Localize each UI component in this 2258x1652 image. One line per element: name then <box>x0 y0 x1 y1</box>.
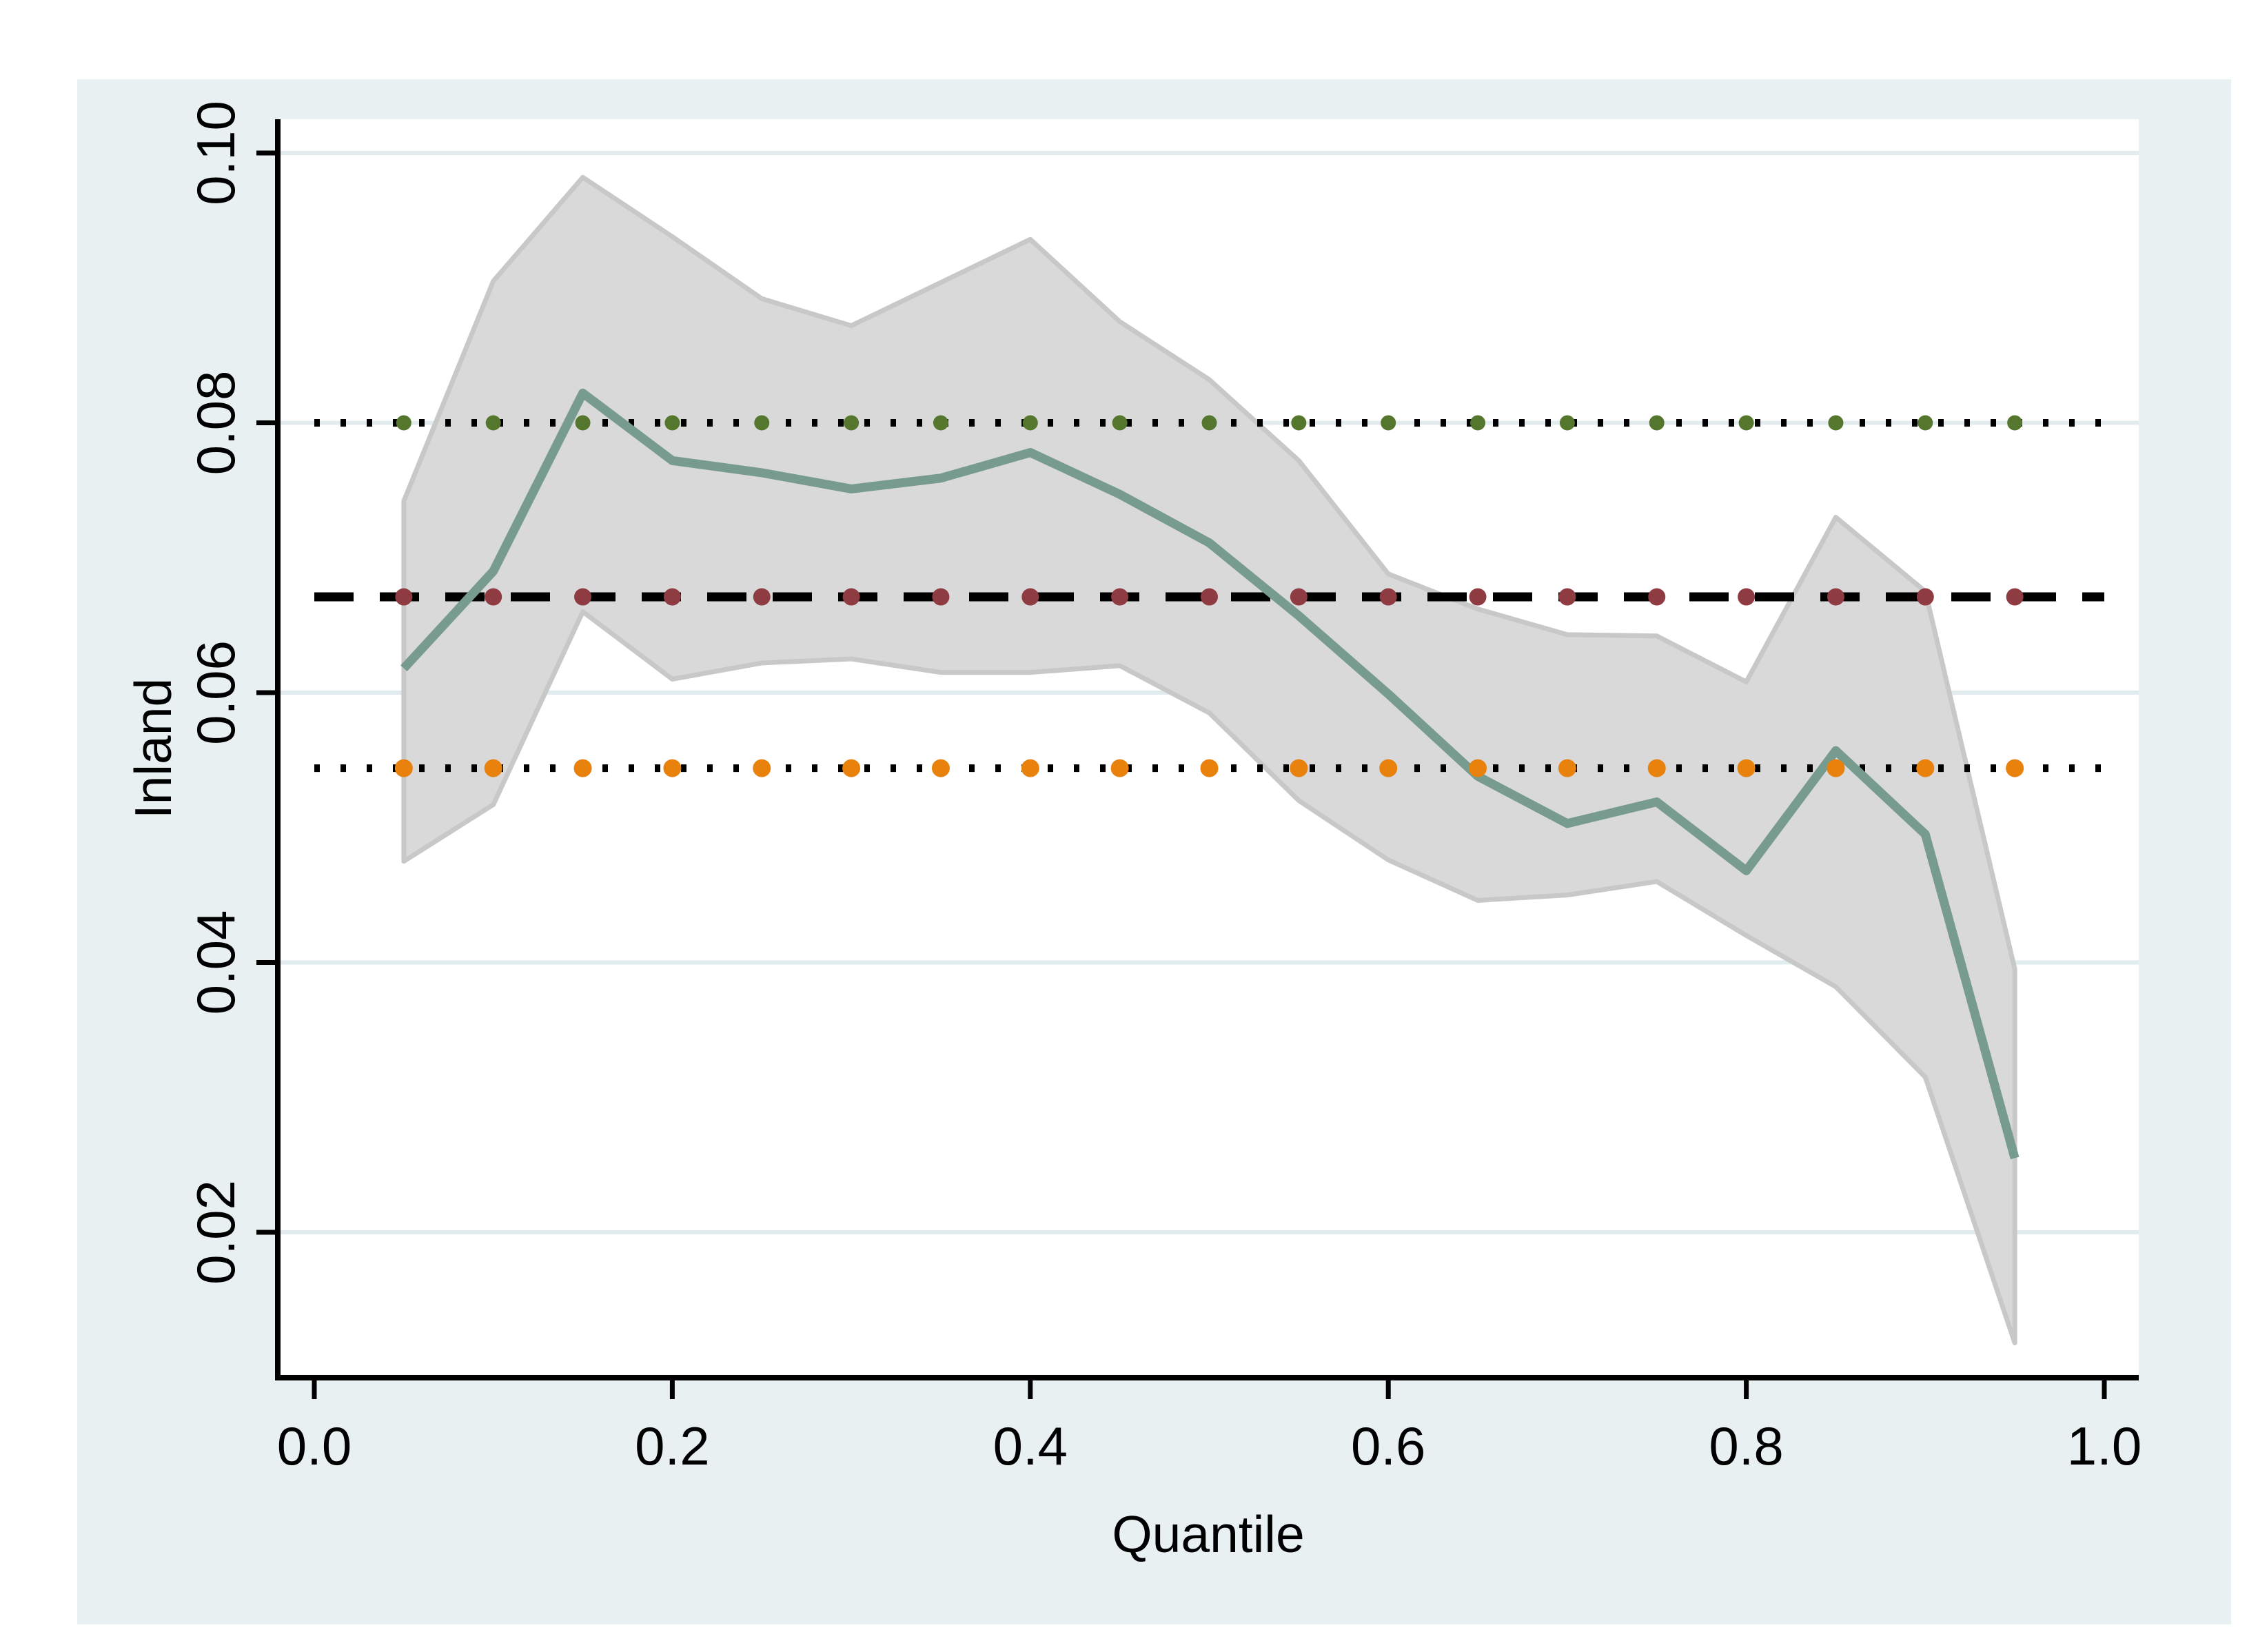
ols-coefficient-marker <box>932 588 950 606</box>
y-tick-label: 0.06 <box>185 640 246 745</box>
ols-ci-lower-marker <box>2006 759 2024 777</box>
ols-coefficient-marker <box>1201 588 1218 606</box>
ols-ci-upper-marker <box>396 415 411 431</box>
ols-coefficient-marker <box>1290 588 1308 606</box>
ols-ci-upper-marker <box>1470 415 1486 431</box>
ols-ci-upper-marker <box>1828 415 1844 431</box>
ols-ci-lower-marker <box>1916 759 1935 777</box>
ols-ci-lower-marker <box>842 759 861 777</box>
ols-ci-upper-marker <box>1291 415 1307 431</box>
ols-ci-upper-marker <box>1022 415 1038 431</box>
ols-ci-lower-marker <box>484 759 502 777</box>
ols-coefficient-marker <box>663 588 681 606</box>
ols-coefficient-marker <box>1738 588 1756 606</box>
ols-ci-upper-marker <box>1381 415 1396 431</box>
ols-ci-lower-marker <box>1021 759 1039 777</box>
ols-ci-lower-marker <box>1290 759 1308 777</box>
ols-ci-upper-marker <box>1559 415 1575 431</box>
ols-ci-upper-marker <box>754 415 770 431</box>
ols-ci-lower-marker <box>394 759 413 777</box>
confidence-band <box>401 174 2017 1346</box>
ols-coefficient-marker <box>485 588 502 606</box>
ols-ci-lower-marker <box>753 759 771 777</box>
ols-ci-upper-marker <box>575 415 591 431</box>
ols-ci-upper-marker <box>933 415 948 431</box>
ols-coefficient-marker <box>1021 588 1039 606</box>
ols-ci-upper-marker <box>485 415 501 431</box>
y-tick-label: 0.10 <box>185 101 246 205</box>
ols-ci-lower-marker <box>663 759 682 777</box>
ols-ci-upper-marker <box>844 415 860 431</box>
y-tick-label: 0.04 <box>185 910 246 1015</box>
ols-ci-lower-marker <box>1469 759 1487 777</box>
ols-ci-upper-marker <box>1918 415 1933 431</box>
ols-ci-lower-marker <box>1110 759 1129 777</box>
ols-coefficient-marker <box>842 588 860 606</box>
ols-coefficient-marker <box>1916 588 1934 606</box>
ols-ci-lower-marker <box>1200 759 1219 777</box>
ols-coefficient-marker <box>2006 588 2024 606</box>
ols-coefficient-marker <box>1111 588 1129 606</box>
coefficient-line <box>400 388 2020 1160</box>
ols-coefficient-marker <box>753 588 771 606</box>
ols-coefficient-marker <box>1827 588 1844 606</box>
x-tick-label: 0.6 <box>1351 1416 1425 1476</box>
x-tick-label: 0.2 <box>635 1416 709 1476</box>
ols-ci-lower-marker <box>931 759 950 777</box>
ols-coefficient-marker <box>1648 588 1666 606</box>
ols-ci-lower-marker <box>1379 759 1398 777</box>
ols-ci-upper-marker <box>2007 415 2023 431</box>
ols-ci-upper-marker <box>664 415 680 431</box>
x-tick-label: 1.0 <box>2067 1416 2142 1476</box>
y-axis-title: Inland <box>124 678 182 819</box>
y-tick-label: 0.02 <box>185 1180 246 1285</box>
ols-coefficient-marker <box>574 588 592 606</box>
ols-ci-lower-marker <box>573 759 592 777</box>
ols-ci-lower-marker <box>1558 759 1576 777</box>
ols-coefficient-marker <box>1379 588 1397 606</box>
ols-ci-lower-marker <box>1647 759 1666 777</box>
y-tick-label: 0.08 <box>185 371 246 476</box>
ols-ci-upper-marker <box>1649 415 1665 431</box>
x-tick-label: 0.4 <box>993 1416 1068 1476</box>
x-axis-title: Quantile <box>1112 1505 1304 1563</box>
ols-ci-upper-marker <box>1738 415 1754 431</box>
ols-coefficient-marker <box>1469 588 1487 606</box>
ols-ci-upper-marker <box>1201 415 1217 431</box>
ols-ci-lower-marker <box>1827 759 1845 777</box>
x-tick-label: 0.8 <box>1709 1416 1783 1476</box>
ols-coefficient-marker <box>1558 588 1576 606</box>
ols-coefficient-marker <box>395 588 413 606</box>
ols-ci-upper-marker <box>1112 415 1128 431</box>
ols-ci-lower-marker <box>1737 759 1756 777</box>
x-tick-label: 0.0 <box>277 1416 352 1476</box>
